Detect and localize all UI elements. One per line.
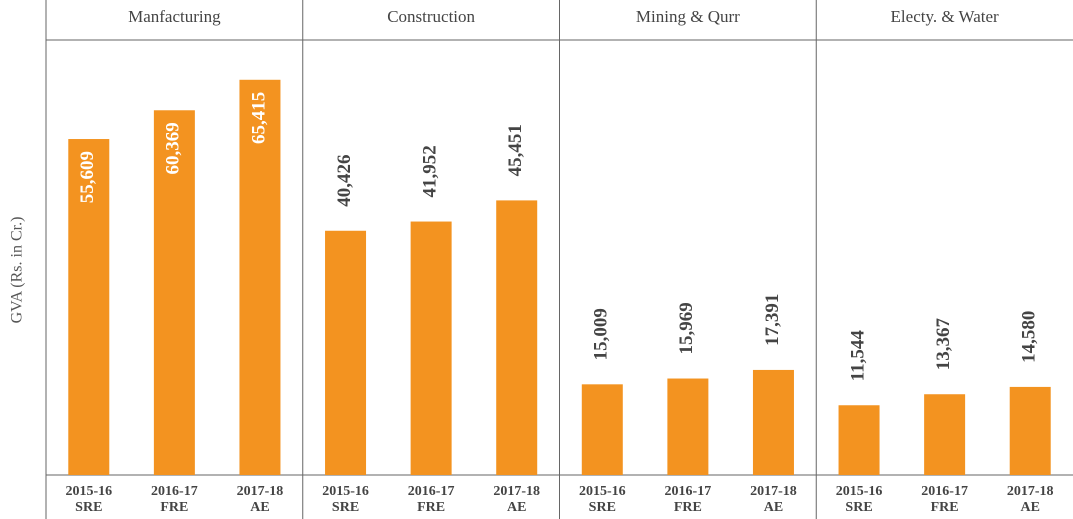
- x-tick-label: 2016-17: [665, 484, 712, 499]
- panel-title: Electy. & Water: [891, 7, 999, 26]
- x-tick-label: AE: [507, 500, 526, 515]
- x-tick-label: 2017-18: [237, 484, 284, 499]
- x-tick-label: 2015-16: [579, 484, 626, 499]
- y-axis-label: GVA (Rs. in Cr.): [9, 217, 26, 324]
- value-label: 15,009: [591, 308, 612, 360]
- value-label: 40,426: [334, 155, 355, 207]
- bar: [496, 200, 538, 475]
- value-label: 45,451: [505, 124, 526, 176]
- x-tick-label: AE: [250, 500, 269, 515]
- x-tick-label: 2016-17: [408, 484, 455, 499]
- x-tick-label: AE: [764, 500, 783, 515]
- bar: [924, 394, 966, 475]
- x-tick-label: 2017-18: [750, 484, 797, 499]
- bar: [1009, 386, 1051, 475]
- bar: [153, 110, 195, 475]
- x-tick-label: 2016-17: [151, 484, 198, 499]
- x-tick-label: SRE: [75, 500, 102, 515]
- x-tick-label: 2015-16: [322, 484, 369, 499]
- panel-title: Construction: [387, 7, 475, 26]
- bar: [838, 405, 880, 475]
- x-tick-label: 2017-18: [1007, 484, 1054, 499]
- value-label: 17,391: [762, 294, 783, 346]
- value-label: 11,544: [847, 330, 868, 382]
- value-label: 41,952: [419, 145, 440, 197]
- x-tick-label: FRE: [160, 500, 188, 515]
- x-tick-label: 2017-18: [493, 484, 540, 499]
- value-label: 65,415: [248, 92, 269, 144]
- bar: [410, 221, 452, 475]
- x-tick-label: 2015-16: [65, 484, 112, 499]
- x-tick-label: FRE: [931, 500, 959, 515]
- panel-title: Manfacturing: [128, 7, 221, 26]
- x-tick-label: FRE: [674, 500, 702, 515]
- bar: [752, 369, 794, 475]
- x-tick-label: SRE: [845, 500, 872, 515]
- x-tick-label: FRE: [417, 500, 445, 515]
- x-tick-label: SRE: [332, 500, 359, 515]
- bar: [325, 230, 367, 475]
- value-label: 13,367: [933, 317, 954, 370]
- bar: [581, 384, 623, 475]
- value-label: 15,969: [676, 302, 697, 354]
- x-tick-label: AE: [1020, 500, 1039, 515]
- value-label: 55,609: [77, 151, 98, 203]
- value-label: 60,369: [163, 122, 184, 174]
- panel-title: Mining & Qurr: [636, 7, 740, 26]
- x-tick-label: 2015-16: [836, 484, 883, 499]
- bar: [68, 139, 110, 475]
- bar: [667, 378, 709, 475]
- bar: [239, 79, 281, 476]
- x-tick-label: SRE: [589, 500, 616, 515]
- value-label: 14,580: [1019, 311, 1040, 363]
- x-tick-label: 2016-17: [921, 484, 968, 499]
